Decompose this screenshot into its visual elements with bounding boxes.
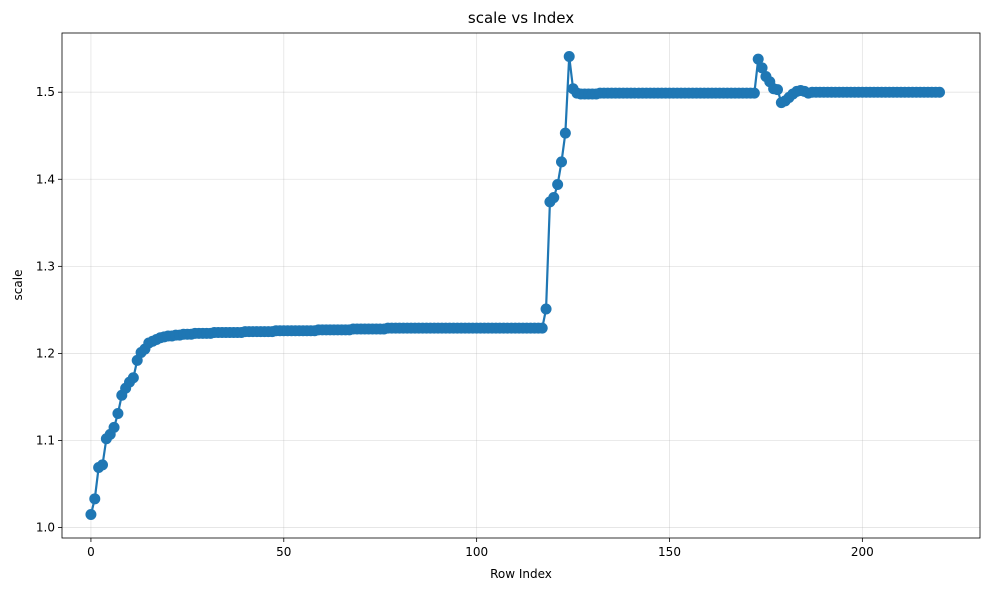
y-tick-label: 1.4: [36, 172, 55, 186]
y-tick-label: 1.3: [36, 259, 55, 273]
data-point: [756, 62, 768, 74]
data-point: [540, 303, 552, 315]
data-point: [559, 127, 571, 139]
data-point: [563, 51, 575, 63]
x-tick-label: 200: [851, 545, 874, 559]
data-point: [772, 84, 783, 96]
chart-title: scale vs Index: [468, 9, 574, 27]
data-point: [97, 459, 108, 471]
y-tick-label: 1.5: [36, 85, 55, 99]
x-tick-label: 50: [276, 545, 291, 559]
data-point: [108, 421, 120, 433]
y-axis: 1.0 1.1 1.2 1.3 1.4 1.5: [36, 85, 62, 535]
data-point: [934, 86, 945, 98]
y-tick-label: 1.0: [36, 521, 55, 535]
y-tick-label: 1.2: [36, 346, 55, 360]
plot-frame: [61, 32, 981, 539]
x-axis: 0 50 100 150 200: [87, 538, 874, 559]
data-point: [752, 53, 764, 65]
series-layer: [85, 51, 945, 520]
data-point: [127, 372, 139, 384]
data-point: [552, 179, 564, 190]
x-tick-label: 100: [465, 545, 488, 559]
data-point: [556, 156, 567, 168]
x-axis-label: Row Index: [490, 567, 552, 581]
data-point: [536, 322, 548, 334]
x-tick-label: 0: [87, 545, 95, 559]
data-point: [548, 192, 560, 204]
data-point: [748, 87, 760, 99]
data-point: [89, 493, 101, 505]
x-tick-label: 150: [658, 545, 681, 559]
data-point: [85, 508, 97, 520]
data-point: [112, 407, 124, 419]
y-axis-label: scale: [11, 270, 25, 301]
y-tick-label: 1.1: [36, 433, 55, 447]
